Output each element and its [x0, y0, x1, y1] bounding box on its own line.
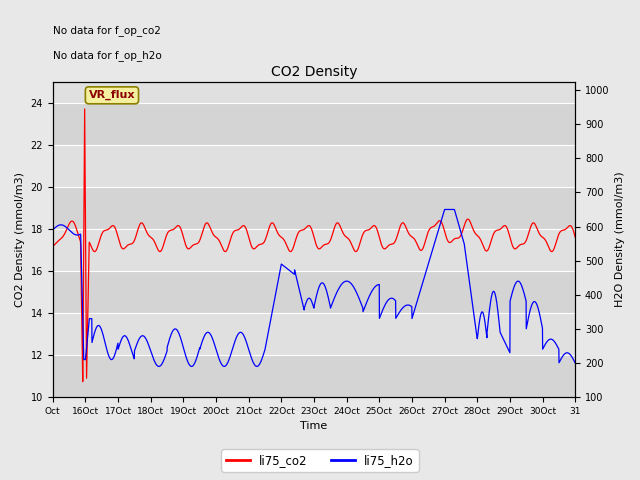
Bar — [52, 103, 575, 144]
Bar — [52, 144, 575, 187]
Bar — [52, 313, 575, 355]
Title: CO2 Density: CO2 Density — [271, 65, 357, 79]
Bar — [52, 271, 575, 313]
Legend: li75_co2, li75_h2o: li75_co2, li75_h2o — [221, 449, 419, 472]
Text: VR_flux: VR_flux — [89, 90, 135, 100]
Text: No data for f_op_co2: No data for f_op_co2 — [52, 25, 161, 36]
Bar — [52, 229, 575, 271]
Bar — [52, 355, 575, 397]
X-axis label: Time: Time — [300, 421, 328, 432]
Bar — [52, 82, 575, 103]
Y-axis label: CO2 Density (mmol/m3): CO2 Density (mmol/m3) — [15, 172, 25, 307]
Y-axis label: H2O Density (mmol/m3): H2O Density (mmol/m3) — [615, 171, 625, 307]
Text: No data for f_op_h2o: No data for f_op_h2o — [52, 50, 161, 61]
Bar — [52, 187, 575, 229]
